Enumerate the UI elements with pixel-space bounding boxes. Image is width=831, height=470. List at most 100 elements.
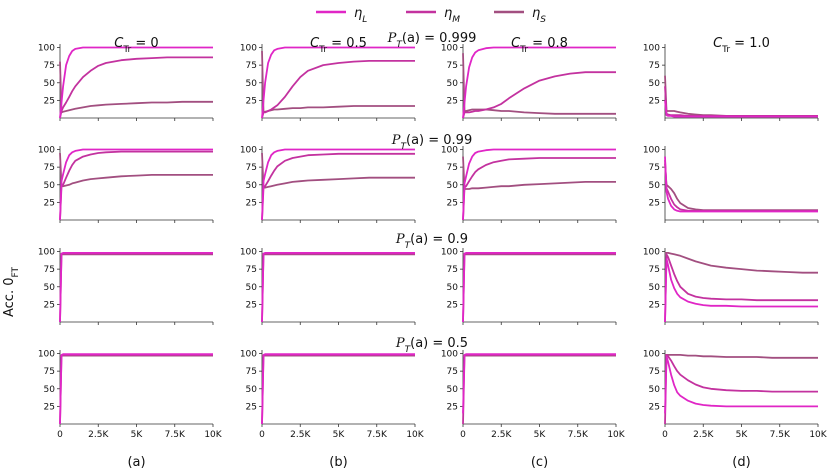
legend-entry-s: ηS: [494, 6, 546, 25]
legend-label: ηM: [444, 6, 460, 25]
legend-entry-l: ηL: [316, 6, 367, 25]
y-tick-label: 50: [447, 385, 459, 395]
x-tick-label: 5K: [333, 430, 346, 440]
series-line-eta-s: [664, 163, 818, 212]
x-tick-label: 5K: [131, 430, 144, 440]
y-tick-label: 25: [44, 198, 55, 208]
y-tick-label: 50: [44, 181, 56, 191]
y-tick-label: 75: [44, 163, 55, 173]
y-tick-label: 25: [649, 96, 660, 106]
panel-letter-1: (b): [329, 455, 347, 470]
y-tick-label: 100: [240, 146, 257, 156]
y-tick-label: 50: [44, 385, 56, 395]
panel-r0-c0: 25 50 75 100: [38, 44, 214, 121]
series-line-eta-l: [664, 257, 818, 323]
series-line-eta-m: [261, 252, 415, 323]
y-tick-label: 25: [649, 300, 660, 310]
series-line-eta-l: [261, 251, 415, 323]
y-tick-label: 25: [246, 300, 257, 310]
y-tick-label: 75: [246, 61, 257, 71]
series-line-eta-s: [462, 156, 616, 190]
column-title-3: CTr = 1.0: [713, 36, 770, 55]
y-tick-label: 50: [649, 181, 661, 191]
legend: ηL ηM ηS: [316, 6, 546, 25]
panel-grid: 25 50 75 100 25 50 75 100 25 50 75 100 25 50 75 100 25 50…: [38, 44, 828, 440]
panel-r0-c1: 25 50 75 100: [240, 44, 416, 121]
series-line-eta-m: [59, 150, 213, 221]
x-tick-label: 7.5K: [165, 430, 186, 440]
panel-r1-c3: 25 50 75 100: [643, 146, 819, 223]
x-tick-label: 2.5K: [290, 430, 311, 440]
y-tick-label: 50: [246, 283, 258, 293]
y-tick-label: 100: [441, 44, 458, 54]
y-tick-label: 75: [447, 367, 458, 377]
series-line-eta-m: [664, 353, 818, 425]
y-tick-label: 100: [38, 44, 55, 54]
x-tick-label: 2.5K: [88, 430, 109, 440]
y-tick-label: 50: [447, 283, 459, 293]
series-line-eta-l: [462, 353, 616, 414]
y-tick-label: 75: [246, 367, 257, 377]
y-tick-label: 25: [44, 96, 55, 106]
y-tick-label: 50: [447, 79, 459, 89]
series-line-eta-s: [664, 75, 818, 117]
y-tick-label: 100: [38, 248, 55, 258]
panel-letter-2: (c): [531, 455, 548, 470]
y-axis-label: Acc. 0FT: [2, 266, 21, 317]
panel-r1-c0: 25 50 75 100: [38, 146, 214, 223]
legend-label: ηL: [354, 6, 367, 25]
y-tick-label: 75: [649, 367, 660, 377]
y-tick-label: 100: [441, 248, 458, 258]
column-title-1: CTr = 0.5: [310, 36, 367, 55]
series-line-eta-l: [462, 251, 616, 323]
series-line-eta-m: [59, 252, 213, 323]
series-line-eta-m: [664, 253, 818, 323]
y-tick-label: 25: [44, 402, 55, 412]
legend-label: ηS: [532, 6, 546, 25]
series-line-eta-l: [462, 148, 616, 221]
y-tick-label: 50: [649, 283, 661, 293]
y-tick-label: 25: [44, 300, 55, 310]
series-line-eta-l: [664, 100, 818, 118]
x-tick-label: 10K: [406, 430, 424, 440]
y-tick-label: 25: [649, 198, 660, 208]
series-line-eta-m: [261, 60, 415, 119]
y-tick-label: 75: [649, 163, 660, 173]
panel-r2-c0: 25 50 75 100: [38, 248, 214, 325]
y-tick-label: 50: [246, 79, 258, 89]
y-tick-label: 25: [246, 96, 257, 106]
y-tick-label: 25: [447, 198, 458, 208]
y-tick-label: 100: [240, 248, 257, 258]
y-tick-label: 50: [649, 385, 661, 395]
y-tick-label: 25: [447, 96, 458, 106]
y-tick-label: 100: [38, 350, 55, 360]
y-tick-label: 75: [44, 367, 55, 377]
series-line-eta-m: [59, 353, 213, 425]
series-line-eta-l: [664, 355, 818, 414]
x-tick-label: 7.5K: [367, 430, 388, 440]
row-title-3: PT(a) = 0.5: [395, 336, 468, 355]
y-tick-label: 75: [44, 61, 55, 71]
y-tick-label: 100: [240, 44, 257, 54]
series-line-eta-m: [261, 353, 415, 425]
series-line-eta-l: [59, 251, 213, 323]
series-line-eta-s: [261, 152, 415, 189]
panel-r1-c2: 25 50 75 100: [441, 146, 617, 223]
row-title-0: PT(a) = 0.999: [387, 31, 477, 50]
y-tick-label: 75: [246, 265, 257, 275]
x-tick-label: 7.5K: [770, 430, 791, 440]
series-line-eta-m: [664, 86, 818, 117]
y-tick-label: 100: [38, 146, 55, 156]
y-tick-label: 50: [246, 385, 258, 395]
series-line-eta-s: [462, 53, 616, 115]
y-tick-label: 75: [649, 61, 660, 71]
y-tick-label: 100: [240, 350, 257, 360]
column-title-0: CTr = 0: [114, 36, 158, 55]
y-tick-label: 25: [447, 300, 458, 310]
y-tick-label: 100: [643, 44, 660, 54]
x-tick-label: 0: [662, 430, 668, 440]
x-tick-label: 2.5K: [491, 430, 512, 440]
panel-r0-c2: 25 50 75 100: [441, 44, 617, 121]
y-tick-label: 50: [447, 181, 459, 191]
